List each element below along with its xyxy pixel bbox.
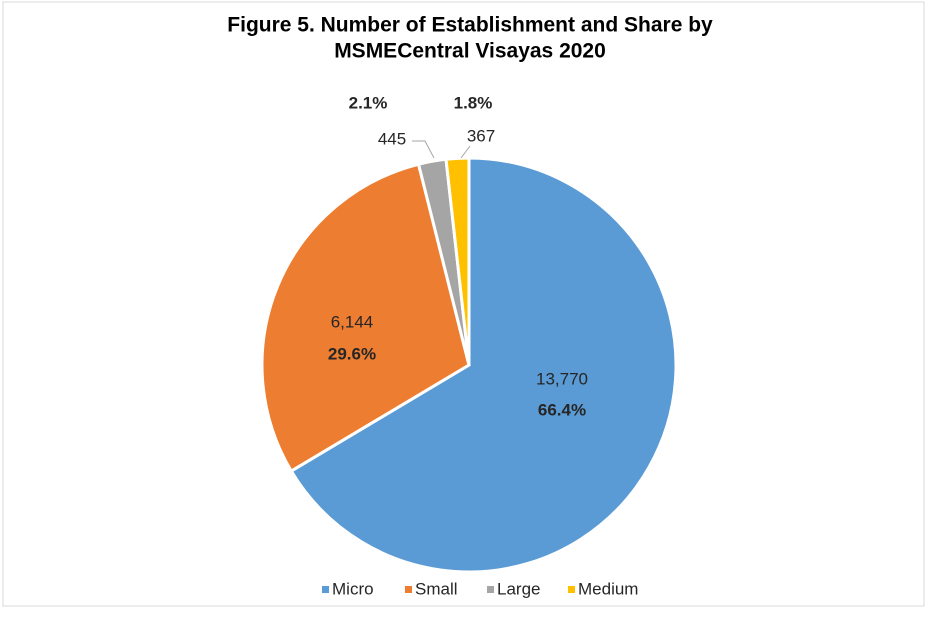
share-label: 2.1% bbox=[349, 93, 388, 112]
leader-line bbox=[412, 140, 435, 159]
legend-swatch bbox=[487, 586, 494, 593]
pie-slice bbox=[260, 162, 471, 474]
value-label: 445 bbox=[378, 129, 406, 148]
share-label: 66.4% bbox=[538, 400, 586, 419]
legend-swatch bbox=[405, 586, 412, 593]
value-label: 13,770 bbox=[536, 369, 588, 388]
leader-line bbox=[460, 145, 471, 159]
value-label: 6,144 bbox=[331, 312, 374, 331]
legend-label: Medium bbox=[578, 579, 638, 598]
pie-slice bbox=[444, 156, 471, 366]
share-label: 29.6% bbox=[328, 344, 376, 363]
legend-swatch bbox=[322, 586, 329, 593]
legend-label: Small bbox=[415, 579, 458, 598]
chart-title: MSMECentral Visayas 2020 bbox=[334, 40, 606, 63]
legend-swatch bbox=[568, 586, 575, 593]
chart-title: Figure 5. Number of Establishment and Sh… bbox=[227, 14, 713, 37]
pie-slice bbox=[289, 156, 678, 574]
share-label: 1.8% bbox=[454, 93, 493, 112]
value-label: 367 bbox=[467, 126, 495, 145]
legend-label: Large bbox=[497, 579, 540, 598]
legend-label: Micro bbox=[332, 579, 374, 598]
